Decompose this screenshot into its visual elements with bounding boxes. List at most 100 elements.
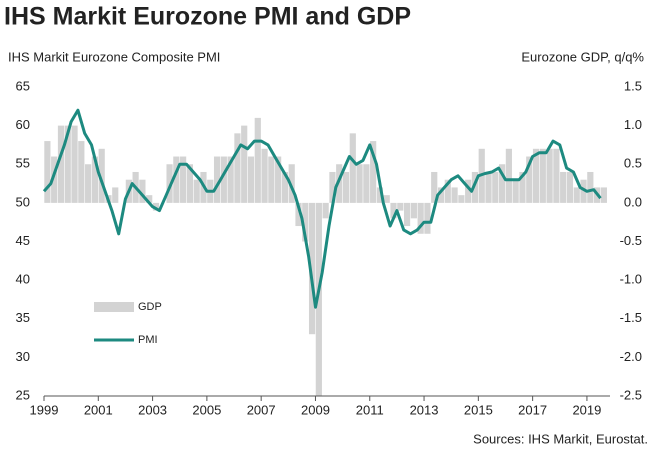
gdp-bar: [166, 164, 173, 203]
gdp-bar: [397, 202, 404, 211]
gdp-bar: [403, 202, 411, 227]
y2-tick-label: -0.5: [620, 233, 642, 248]
gdp-bar: [64, 125, 71, 203]
gdp-bar: [261, 148, 268, 203]
gdp-bar: [553, 148, 560, 203]
y2-tick-label: 1.0: [624, 117, 642, 132]
x-tick-label: 2005: [192, 402, 221, 417]
legend-label: PMI: [138, 334, 158, 346]
gdp-bar: [532, 148, 540, 203]
gdp-bar: [539, 148, 546, 203]
x-tick-label: 2017: [518, 402, 547, 417]
gdp-bar: [139, 179, 146, 203]
gdp-bar: [492, 171, 499, 203]
gdp-bar: [98, 148, 105, 203]
y-tick-label: 45: [16, 233, 30, 248]
y-tick-label: 25: [16, 387, 30, 402]
y-tick-label: 65: [16, 78, 30, 93]
gdp-bar: [275, 156, 282, 203]
gdp-bar: [451, 187, 458, 203]
gdp-bar: [410, 202, 417, 219]
gdp-bar: [247, 156, 255, 203]
gdp-bar: [186, 164, 194, 203]
gdp-bar: [485, 171, 492, 203]
gdp-bar: [349, 133, 356, 203]
gdp-bar: [580, 179, 587, 203]
pmi-line: [42, 108, 602, 309]
gdp-bar: [587, 171, 594, 203]
gdp-bar: [458, 195, 465, 203]
gdp-bar: [329, 171, 336, 203]
gdp-bar: [302, 202, 309, 242]
y-tick-label: 35: [16, 310, 30, 325]
gdp-bar: [71, 125, 78, 203]
gdp-bar: [376, 187, 384, 203]
x-tick-label: 2007: [247, 402, 276, 417]
gdp-bar: [288, 164, 295, 203]
gdp-bar: [519, 171, 526, 203]
gdp-bar: [417, 202, 424, 234]
y2-tick-label: -1.5: [620, 310, 642, 325]
y-axis-label: IHS Markit Eurozone Composite PMI: [8, 49, 220, 64]
y-tick-label: 55: [16, 156, 30, 171]
gdp-bar: [471, 171, 479, 203]
y2-tick-label: -1.0: [620, 272, 642, 287]
gdp-bar: [227, 156, 234, 203]
legend-label: GDP: [138, 301, 162, 313]
gdp-bar: [180, 156, 187, 203]
gdp-bar: [308, 202, 316, 335]
gdp-bar: [112, 187, 119, 203]
y-tick-label: 40: [16, 272, 30, 287]
y2-tick-label: 0.5: [624, 156, 642, 171]
gdp-bar: [44, 141, 51, 203]
gdp-bar: [383, 195, 390, 203]
gdp-bar: [431, 171, 438, 203]
x-tick-label: 2001: [84, 402, 113, 417]
gdp-bar: [173, 156, 180, 203]
gdp-bar: [390, 202, 397, 219]
gdp-bar: [51, 156, 58, 203]
gdp-bar: [444, 179, 451, 203]
x-tick-label: 2013: [410, 402, 439, 417]
gdp-bar: [241, 125, 248, 203]
y-tick-label: 50: [16, 194, 30, 209]
gdp-bar: [424, 202, 431, 234]
gdp-bar: [85, 164, 92, 203]
chart-title: IHS Markit Eurozone PMI and GDP: [4, 3, 411, 31]
y-tick-label: 30: [16, 349, 30, 364]
gdp-bar: [57, 125, 65, 203]
gdp-bar: [465, 179, 472, 203]
legend-swatch: [94, 302, 134, 312]
gdp-bar: [315, 202, 322, 396]
gdp-bar: [254, 117, 261, 203]
gdp-bar: [573, 187, 580, 203]
gdp-bar: [322, 202, 329, 219]
y-tick-label: 60: [16, 117, 30, 132]
gdp-bar: [499, 164, 506, 203]
y2-tick-label: -2.0: [620, 349, 642, 364]
gdp-bar: [234, 133, 241, 203]
gdp-bar: [78, 141, 85, 203]
x-tick-label: 2015: [464, 402, 493, 417]
gdp-bar: [152, 202, 160, 211]
source-note: Sources: IHS Markit, Eurostat.: [473, 431, 648, 446]
x-tick-label: 1999: [30, 402, 59, 417]
gdp-bar: [146, 195, 153, 203]
gdp-bar: [193, 179, 200, 203]
gdp-bar: [363, 164, 370, 203]
gdp-bar: [268, 156, 275, 203]
x-tick-label: 2019: [572, 402, 601, 417]
gdp-bar: [505, 148, 512, 203]
gdp-bar: [295, 202, 302, 227]
x-tick-label: 2011: [356, 402, 384, 417]
gdp-bar: [437, 187, 445, 203]
gdp-bar: [512, 179, 519, 203]
gdp-bar: [370, 141, 377, 203]
gdp-bar: [566, 171, 574, 203]
gdp-bar: [220, 156, 227, 203]
gdp-bar: [526, 156, 533, 203]
gdp-bar: [600, 187, 607, 203]
x-tick-label: 2009: [301, 402, 330, 417]
gdp-bar: [546, 148, 553, 203]
